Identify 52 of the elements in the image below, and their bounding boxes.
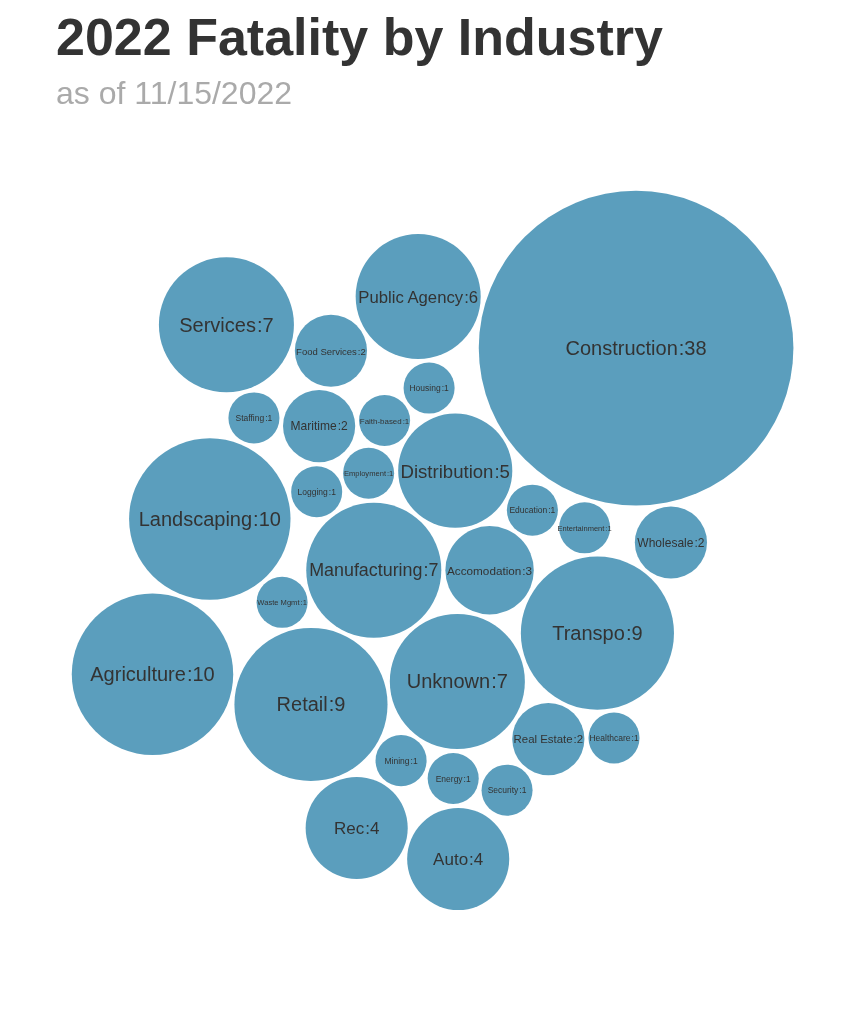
category-label: Manufacturing: [309, 560, 423, 581]
data-label: :4: [365, 818, 380, 838]
data-label: :6: [464, 287, 479, 307]
category-label: Transpo: [552, 622, 625, 645]
category-label: Accomodation: [447, 563, 522, 577]
data-label: :10: [186, 663, 215, 686]
category-label: Logging: [297, 486, 329, 497]
category-label: Wholesale: [637, 535, 694, 550]
data-label: :9: [328, 693, 346, 716]
category-label: Agriculture: [90, 663, 186, 686]
data-label: :5: [494, 460, 510, 482]
data-label: :2: [357, 345, 366, 357]
category-label: Construction: [565, 337, 678, 360]
category-label: Public Agency: [358, 287, 464, 307]
data-label: :1: [410, 755, 418, 766]
category-label: Mining: [384, 755, 410, 766]
data-label: :9: [625, 622, 643, 645]
text: 2022 Fatality by Industry: [56, 8, 663, 66]
category-label: Services: [179, 313, 256, 336]
data-label: :2: [694, 535, 705, 550]
data-label: :4: [469, 849, 484, 869]
data-label: :7: [423, 560, 439, 581]
data-label: :1: [519, 785, 527, 796]
category-label: Landscaping: [138, 508, 253, 531]
data-label: :1: [441, 383, 449, 394]
category-label: Auto: [433, 849, 469, 869]
data-label: :38: [678, 337, 707, 360]
data-label: :7: [256, 313, 274, 336]
category-label: Maritime: [290, 419, 337, 434]
data-label: :1: [548, 505, 556, 516]
category-label: Staffing: [235, 412, 265, 423]
data-label: :2: [337, 419, 348, 434]
category-label: Energy: [435, 773, 464, 784]
data-label: :2: [573, 733, 584, 746]
category-label: Food Services: [296, 345, 358, 357]
data-label: :1: [463, 773, 471, 784]
category-label: Healthcare: [589, 733, 631, 744]
data-label: :7: [491, 670, 508, 693]
category-label: Education: [509, 505, 548, 516]
text: as of 11/15/2022: [56, 75, 293, 111]
category-label: Security: [487, 785, 520, 796]
category-label: Unknown: [406, 670, 491, 693]
category-label: Rec: [333, 818, 365, 838]
data-label: :10: [253, 508, 281, 531]
category-label: Real Estate: [513, 733, 573, 746]
data-label: :1: [631, 733, 639, 744]
category-label: Distribution: [400, 460, 494, 482]
category-label: Retail: [276, 693, 328, 716]
category-label: Housing: [409, 383, 441, 394]
data-label: :3: [522, 563, 533, 577]
data-label: :1: [328, 486, 337, 497]
data-label: :1: [265, 412, 273, 423]
